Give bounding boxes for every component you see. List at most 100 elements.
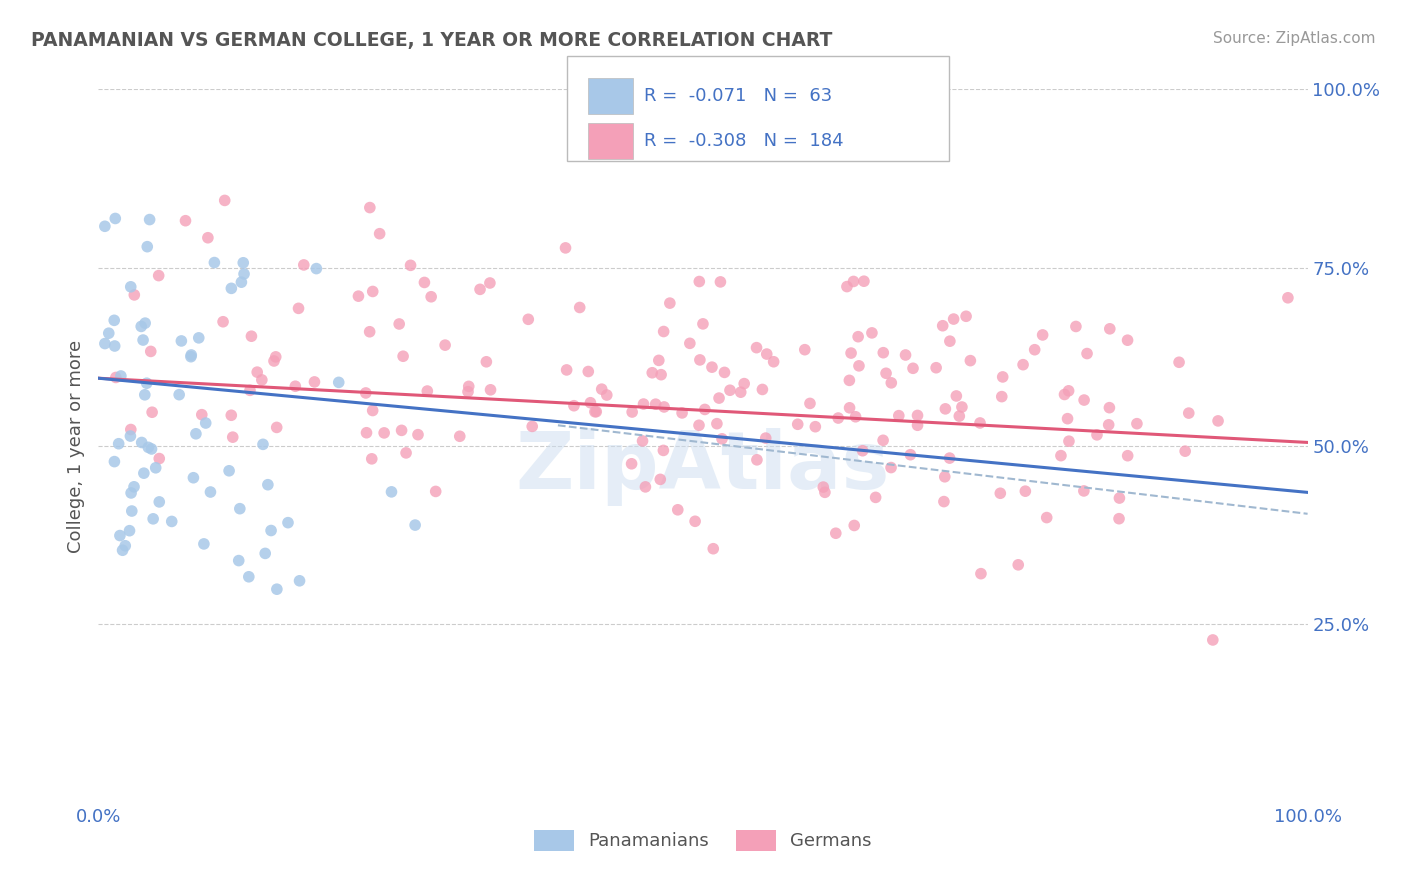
Point xyxy=(356,425,378,440)
Point xyxy=(110,369,132,384)
Text: PANAMANIAN VS GERMAN COLLEGE, 1 YEAR OR MORE CORRELATION CHART: PANAMANIAN VS GERMAN COLLEGE, 1 YEAR OR … xyxy=(31,31,832,50)
Point xyxy=(585,405,607,419)
Point xyxy=(120,429,142,443)
Point xyxy=(148,268,170,283)
Point xyxy=(388,317,411,331)
Point xyxy=(148,451,170,466)
Point xyxy=(145,460,167,475)
Point xyxy=(292,258,315,272)
Point xyxy=(263,354,285,368)
Point xyxy=(1177,406,1199,420)
Point xyxy=(425,484,447,499)
Point xyxy=(1024,343,1046,357)
Point xyxy=(950,400,973,414)
Point xyxy=(931,318,953,333)
Point xyxy=(221,281,243,295)
Point xyxy=(380,484,402,499)
Point xyxy=(124,288,146,302)
Point xyxy=(907,409,929,423)
Point xyxy=(361,285,384,299)
Point xyxy=(683,514,706,528)
Point xyxy=(111,543,134,558)
Point xyxy=(193,537,215,551)
Point xyxy=(845,409,868,424)
Point xyxy=(1073,392,1095,407)
Point xyxy=(846,329,869,343)
Point xyxy=(391,423,413,437)
Point xyxy=(191,408,214,422)
Point xyxy=(1085,428,1108,442)
Point xyxy=(404,518,426,533)
Point xyxy=(361,403,384,417)
Point xyxy=(804,419,827,434)
Point xyxy=(354,386,377,401)
Point xyxy=(479,383,502,397)
Point xyxy=(1098,322,1121,336)
Point xyxy=(139,344,162,359)
Point xyxy=(118,524,141,538)
Point xyxy=(266,420,288,434)
Point xyxy=(1202,632,1225,647)
Point xyxy=(200,485,222,500)
Point xyxy=(232,256,254,270)
Point xyxy=(174,213,197,227)
Point xyxy=(875,366,897,380)
Point xyxy=(94,219,117,234)
Point xyxy=(814,485,837,500)
Point xyxy=(934,401,956,416)
Point xyxy=(264,350,287,364)
Point xyxy=(399,258,422,272)
Point xyxy=(107,436,129,450)
Point xyxy=(955,310,977,324)
Point xyxy=(131,435,153,450)
Point xyxy=(1098,401,1121,415)
Point xyxy=(194,416,217,430)
Point xyxy=(254,546,277,560)
Point xyxy=(969,416,991,430)
Point xyxy=(219,409,242,423)
Point xyxy=(970,566,993,581)
Point xyxy=(718,383,741,397)
Point xyxy=(1056,411,1078,425)
Point xyxy=(231,275,253,289)
Point xyxy=(641,366,664,380)
Point xyxy=(1073,483,1095,498)
Point xyxy=(901,361,924,376)
Point xyxy=(239,384,262,398)
Point xyxy=(838,401,860,415)
Point xyxy=(104,339,127,353)
Point xyxy=(793,343,815,357)
Point xyxy=(900,448,922,462)
Point xyxy=(1174,444,1197,458)
Point xyxy=(707,391,730,405)
Point xyxy=(688,275,710,289)
Point xyxy=(1014,484,1036,499)
Legend: Panamanians, Germans: Panamanians, Germans xyxy=(527,822,879,858)
Point xyxy=(120,280,142,294)
Point xyxy=(692,317,714,331)
Point xyxy=(644,397,666,411)
Point xyxy=(468,282,491,296)
Point xyxy=(120,423,142,437)
Point xyxy=(745,453,768,467)
Point xyxy=(214,194,236,208)
Point xyxy=(250,373,273,387)
Point xyxy=(880,376,903,390)
Point xyxy=(562,399,585,413)
Point xyxy=(122,480,145,494)
Point xyxy=(1277,291,1299,305)
Point xyxy=(1116,449,1139,463)
Point xyxy=(688,418,710,433)
Point xyxy=(844,518,866,533)
Point xyxy=(839,346,862,360)
Point xyxy=(755,347,778,361)
Point xyxy=(184,426,207,441)
Point xyxy=(709,275,731,289)
Point xyxy=(658,296,681,310)
Point xyxy=(187,331,209,345)
Point xyxy=(1126,417,1149,431)
Point xyxy=(894,348,917,362)
Point xyxy=(246,365,269,379)
Point xyxy=(180,348,202,362)
Point xyxy=(1057,384,1080,398)
